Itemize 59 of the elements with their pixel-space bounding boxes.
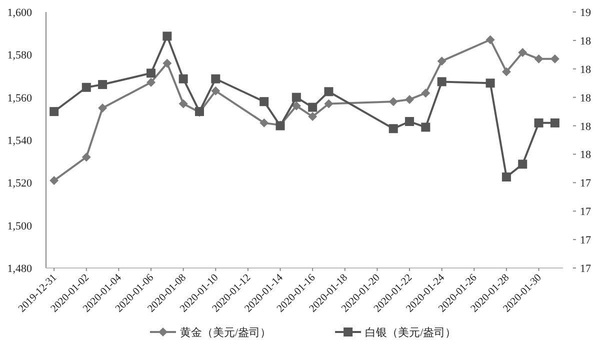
point (405, 94, 414, 104)
point (518, 160, 528, 169)
y2-tick-label: 18 (580, 149, 592, 162)
y-tick-label: 1,500 (7, 220, 32, 232)
y-tick-label: 1,540 (7, 135, 32, 147)
point (98, 104, 108, 112)
y2-tick-label: 18 (580, 35, 592, 48)
point (308, 102, 318, 112)
point (324, 99, 334, 108)
y-tick-label: 1,480 (7, 263, 32, 275)
y2-tick-label: 17 (580, 178, 592, 190)
y2-tick-label: 17 (580, 206, 592, 218)
point (550, 118, 560, 128)
point (324, 87, 334, 96)
point (421, 122, 430, 132)
y-tick-label: 1,600 (7, 7, 32, 19)
y-tick-label: 1,520 (7, 178, 32, 190)
y2-tick-label: 19 (580, 7, 592, 19)
point (162, 32, 172, 41)
point (292, 92, 301, 102)
point (388, 124, 398, 134)
point (260, 97, 269, 106)
point (502, 67, 511, 76)
point (437, 56, 446, 66)
point (405, 117, 414, 126)
point (486, 78, 495, 88)
legend-label: 黄金（美元/盎司） (180, 326, 272, 339)
y2-tick-label: 17 (580, 263, 592, 275)
point (502, 172, 511, 182)
point (534, 118, 544, 128)
y2-tick-label: 17 (580, 234, 592, 247)
point (308, 112, 318, 122)
point (82, 152, 91, 162)
point (50, 107, 59, 116)
point (82, 82, 91, 92)
point (178, 74, 188, 84)
point (292, 101, 301, 110)
point (534, 54, 544, 64)
point (98, 80, 108, 90)
point (162, 58, 172, 68)
point (486, 35, 495, 44)
y-tick-label: 1,580 (7, 50, 32, 62)
y2-tick-label: 18 (580, 64, 592, 76)
point (211, 86, 220, 96)
point (437, 77, 446, 86)
point (211, 74, 220, 84)
point (260, 118, 269, 128)
point (518, 48, 528, 58)
y-tick-label: 1,560 (7, 92, 32, 104)
point (550, 54, 560, 64)
point (50, 176, 59, 186)
y2-tick-label: 18 (580, 92, 592, 104)
point (178, 99, 188, 108)
point (388, 97, 398, 106)
point (146, 68, 156, 78)
legend-label: 白银（美元/盎司） (365, 326, 456, 339)
point (146, 78, 156, 87)
y2-tick-label: 18 (580, 120, 592, 133)
point (421, 88, 430, 98)
